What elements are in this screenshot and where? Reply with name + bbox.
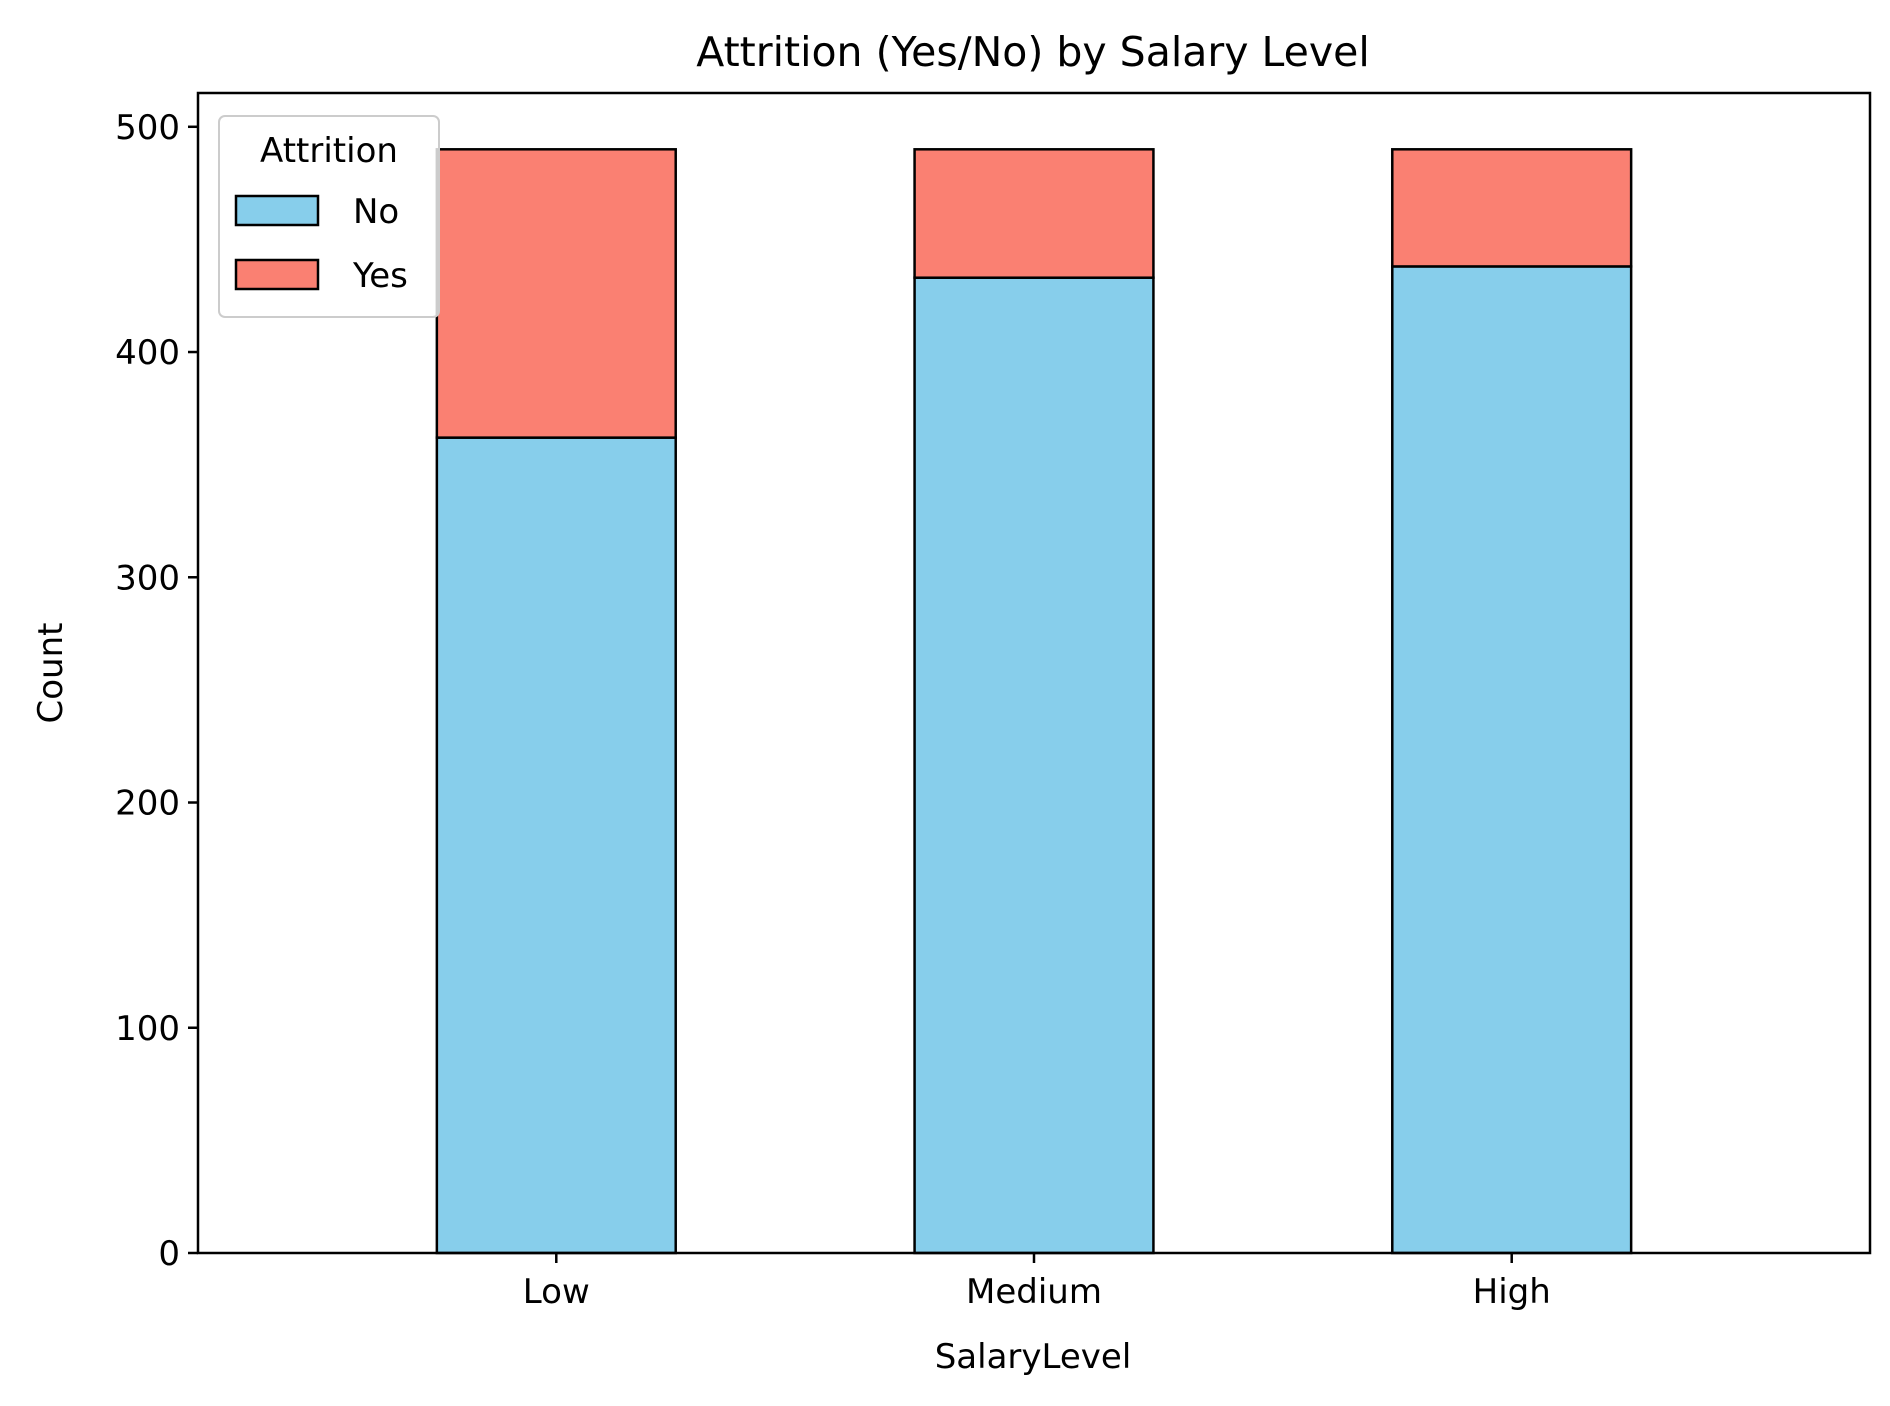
chart-title: Attrition (Yes/No) by Salary Level: [696, 28, 1369, 76]
x-axis: Low Medium High: [523, 1253, 1551, 1312]
bar-medium-yes: [913, 148, 1155, 279]
legend-swatch-no: [234, 194, 320, 227]
bar-high-no: [1391, 265, 1633, 1255]
x-tick-label: High: [1473, 1272, 1551, 1312]
legend-title: Attrition: [260, 131, 398, 171]
y-tick-label: 0: [158, 1234, 180, 1274]
bar-low-yes: [435, 148, 677, 439]
bar-medium-no: [913, 276, 1155, 1255]
legend-label-no: No: [353, 192, 399, 232]
y-tick-label: 500: [115, 108, 180, 148]
bar-high-yes: [1391, 148, 1633, 268]
legend-label-yes: Yes: [352, 256, 408, 296]
y-axis-label: Count: [31, 623, 71, 724]
legend: Attrition No Yes: [218, 115, 440, 318]
x-tick-label: Medium: [966, 1272, 1102, 1312]
y-tick-label: 200: [115, 784, 180, 824]
y-axis: 0 100 200 300 400 500: [115, 108, 198, 1274]
y-tick-label: 300: [115, 558, 180, 598]
bar-low-no: [435, 436, 677, 1255]
legend-swatch-yes: [234, 258, 320, 291]
bars-group: [435, 148, 1633, 1255]
x-axis-label: SalaryLevel: [935, 1337, 1132, 1377]
y-tick-label: 400: [115, 333, 180, 373]
x-tick-label: Low: [523, 1272, 590, 1312]
y-tick-label: 100: [115, 1009, 180, 1049]
